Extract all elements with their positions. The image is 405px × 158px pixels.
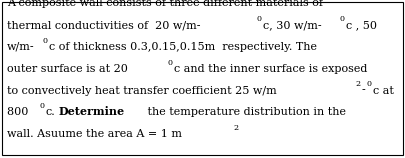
Text: c and the inner surface is exposed: c and the inner surface is exposed [174,64,367,74]
Text: c.: c. [46,107,55,117]
Text: 0: 0 [256,15,261,23]
Text: w/m-: w/m- [7,42,35,52]
Text: 0: 0 [366,80,371,88]
Text: c of thickness 0.3,0.15,0.15m  respectively. The: c of thickness 0.3,0.15,0.15m respective… [49,42,317,52]
Text: to convectively heat transfer coefficient 25 w/m: to convectively heat transfer coefficien… [7,85,276,96]
Text: 0: 0 [338,15,343,23]
Text: A composite wall consists of three different materials of: A composite wall consists of three diffe… [7,0,322,8]
Text: 0: 0 [167,59,173,67]
Text: Determine: Determine [58,106,124,117]
Text: 2: 2 [354,80,360,88]
Text: c , 50: c , 50 [345,20,375,30]
Text: c, 30 w/m-: c, 30 w/m- [263,20,321,30]
Text: outer surface is at 20: outer surface is at 20 [7,64,131,74]
Text: thermal conductivities of  20 w/m-: thermal conductivities of 20 w/m- [7,20,200,30]
Text: 800: 800 [7,107,32,117]
Text: wall. Asuume the area A = 1 m: wall. Asuume the area A = 1 m [7,129,182,139]
Text: c at: c at [372,85,393,96]
Text: -: - [361,85,365,96]
Text: 0: 0 [43,37,48,45]
Text: 2: 2 [232,124,238,132]
Text: 0: 0 [39,102,44,110]
Text: the temperature distribution in the: the temperature distribution in the [143,107,345,117]
